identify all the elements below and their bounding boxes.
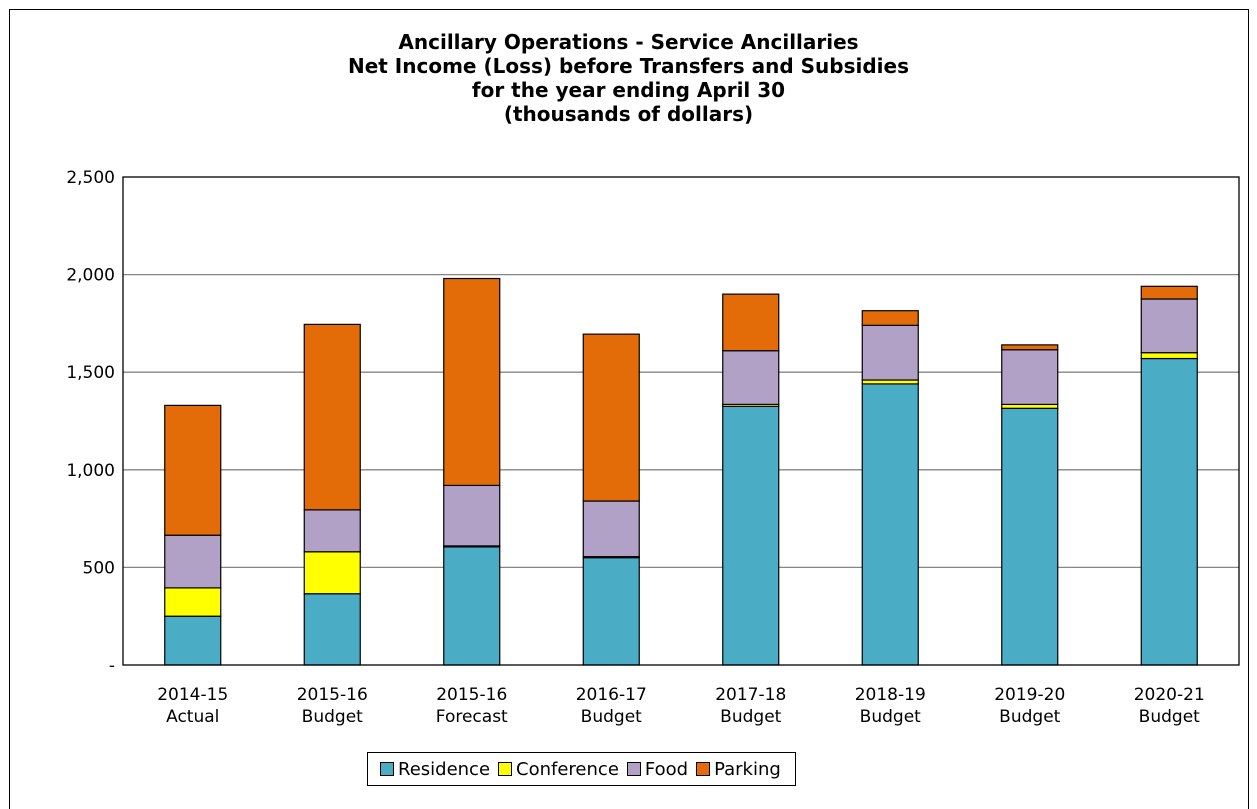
x-tick-label: 2016-17 xyxy=(576,685,647,705)
bar-segment-conference xyxy=(1140,352,1198,360)
y-tick-label: 500 xyxy=(83,558,115,578)
legend-entry-food: Food xyxy=(626,758,689,780)
chart-title-line-3: for the year ending April 30 xyxy=(471,78,786,102)
y-tick-label: 1,500 xyxy=(66,363,115,383)
legend-label: Food xyxy=(644,758,689,780)
bar-segment-food xyxy=(1001,349,1059,406)
legend-entry-parking: Parking xyxy=(696,759,781,780)
x-tick-label: Budget xyxy=(720,707,781,727)
chart-title-line-1: Ancillary Operations - Service Ancillari… xyxy=(398,30,859,54)
bar-segment-parking xyxy=(443,277,501,487)
bar-segment-conference xyxy=(303,551,361,595)
x-tick-label: Actual xyxy=(166,707,219,727)
x-tick-label: 2020-21 xyxy=(1134,685,1205,705)
chart-title-line-4: (thousands of dollars) xyxy=(503,102,754,126)
legend-label: Residence xyxy=(398,758,491,780)
legend-label: Parking xyxy=(714,758,781,780)
x-tick-label: 2018-19 xyxy=(855,685,926,705)
bar-segment-food xyxy=(303,509,361,553)
legend-swatch xyxy=(498,762,513,776)
bar-segment-residence xyxy=(722,405,780,666)
bar-segment-food xyxy=(722,350,780,406)
x-tick-label: 2019-20 xyxy=(994,685,1065,705)
x-tick-label: Budget xyxy=(999,707,1060,727)
bar-segment-food xyxy=(443,484,501,547)
x-tick-label: 2014-15 xyxy=(157,685,228,705)
legend-swatch xyxy=(380,762,394,776)
bar-segment-residence xyxy=(582,557,640,666)
legend-entry-conference: Conference xyxy=(498,759,619,780)
bar-segment-residence xyxy=(443,546,501,666)
bar-segment-residence xyxy=(861,383,919,666)
bar-segment-parking xyxy=(303,323,361,511)
bar-segment-residence xyxy=(1140,357,1198,666)
x-tick-label: Budget xyxy=(860,707,921,727)
bar-segment-food xyxy=(582,500,640,558)
chart-legend: Residence Conference Food Parking xyxy=(367,752,796,786)
y-tick-label: 2,500 xyxy=(66,168,115,188)
x-tick-label: Forecast xyxy=(436,707,508,727)
y-tick-label: 2,000 xyxy=(66,266,115,286)
y-tick-label: - xyxy=(109,656,115,676)
bar-segment-residence xyxy=(1001,407,1059,666)
legend-swatch xyxy=(696,762,711,776)
x-tick-label: Budget xyxy=(581,707,642,727)
x-tick-label: 2015-16 xyxy=(436,685,507,705)
chart-frame xyxy=(9,9,1249,809)
bar-segment-parking xyxy=(164,404,222,536)
bar-segment-parking xyxy=(722,293,780,352)
x-tick-label: Budget xyxy=(302,707,363,727)
legend-entry-residence: Residence xyxy=(380,759,490,780)
bar-segment-food xyxy=(164,534,222,589)
y-tick-label: 1,000 xyxy=(66,461,115,481)
bar-segment-parking xyxy=(861,310,919,326)
plot-area xyxy=(122,176,1240,666)
chart-title: Ancillary Operations - Service Ancillari… xyxy=(0,30,1257,126)
bar-segment-food xyxy=(1140,298,1198,354)
bar-segment-parking xyxy=(1001,344,1059,351)
legend-label: Conference xyxy=(516,758,619,780)
x-tick-label: 2017-18 xyxy=(715,685,786,705)
bar-segment-food xyxy=(861,324,919,381)
bar-segment-residence xyxy=(303,593,361,666)
bar-segment-residence xyxy=(164,615,222,666)
bar-segment-parking xyxy=(582,333,640,502)
bar-segment-conference xyxy=(164,587,222,617)
chart-title-line-2: Net Income (Loss) before Transfers and S… xyxy=(347,54,910,78)
x-tick-label: Budget xyxy=(1139,707,1200,727)
bar-segment-parking xyxy=(1140,285,1198,300)
x-tick-label: 2015-16 xyxy=(297,685,368,705)
legend-swatch xyxy=(626,762,641,776)
